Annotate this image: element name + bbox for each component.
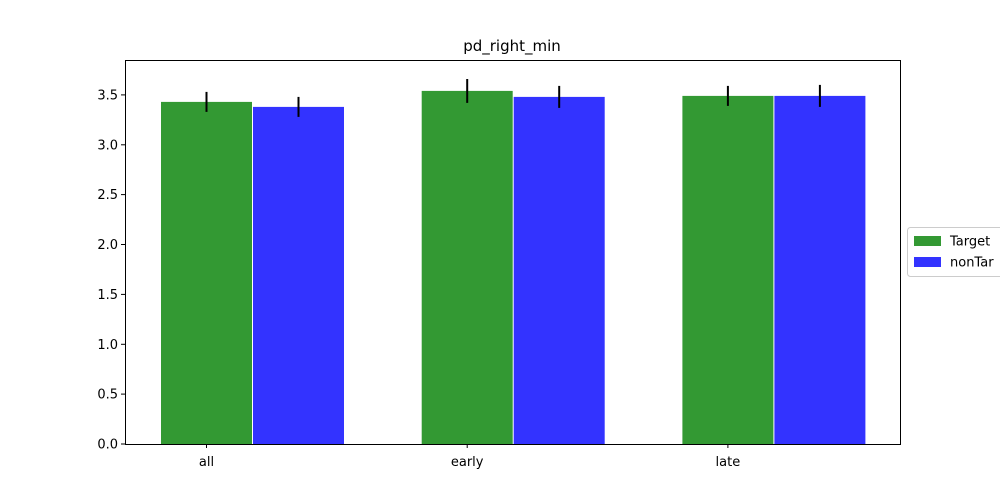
x-axis: all early late — [199, 444, 740, 470]
legend-label-Target: Target — [949, 235, 990, 250]
legend: Target nonTar — [907, 227, 1000, 277]
bar-Target-early — [421, 90, 513, 445]
y-tick-label: 2.0 — [97, 238, 118, 253]
y-tick-label: 3.5 — [97, 88, 118, 103]
y-tick-label: 0.5 — [97, 388, 118, 403]
x-tick-label: all — [199, 455, 214, 470]
bar-Target-all — [161, 101, 252, 445]
y-tick-label: 1.5 — [97, 288, 118, 303]
y-axis: 0.0 0.5 1.0 1.5 2.0 2.5 3.0 3.5 — [97, 88, 125, 453]
y-tick-label: 1.0 — [97, 338, 118, 353]
bar-nonTarget-early — [513, 96, 605, 445]
x-tick-label: late — [716, 455, 741, 470]
bar-nonTarget-all — [253, 106, 344, 445]
x-tick-label: early — [451, 455, 484, 470]
y-tick-label: 3.0 — [97, 138, 118, 153]
y-tick-label: 2.5 — [97, 188, 118, 203]
plot-frame — [125, 60, 901, 445]
bar-Target-late — [682, 95, 774, 445]
bars-layer — [161, 90, 866, 445]
y-tick-label: 0.0 — [97, 438, 118, 453]
legend-swatch-nonTarget — [914, 257, 941, 267]
chart-title: pd_right_min — [463, 37, 561, 56]
legend-swatch-Target — [914, 236, 941, 246]
error-bars-layer — [205, 79, 821, 117]
bar-nonTarget-late — [774, 95, 866, 445]
legend-label-nonTarget: nonTar — [950, 256, 994, 271]
